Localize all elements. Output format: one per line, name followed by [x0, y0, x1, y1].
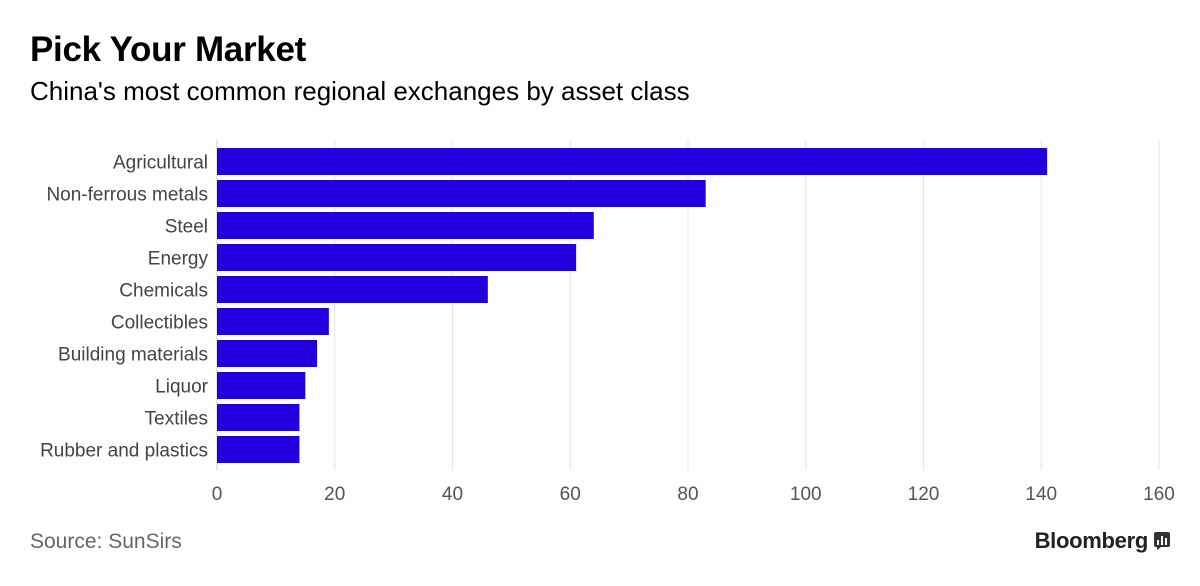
bars — [217, 148, 1048, 463]
bar — [217, 148, 1048, 175]
bar — [217, 212, 594, 239]
category-label: Agricultural — [113, 153, 208, 174]
bloomberg-icon — [1154, 532, 1170, 550]
category-label: Energy — [148, 249, 209, 270]
x-tick-label: 160 — [1143, 484, 1175, 505]
chart-subtitle: China's most common regional exchanges b… — [30, 76, 690, 106]
bar — [217, 244, 577, 271]
category-label: Rubber and plastics — [40, 441, 208, 462]
x-tick-label: 120 — [908, 484, 940, 505]
x-tick-label: 60 — [560, 484, 581, 505]
category-label: Building materials — [58, 345, 208, 366]
category-label: Textiles — [145, 409, 208, 430]
category-label: Chemicals — [119, 281, 208, 302]
x-axis-ticks: 0 20 40 60 80 100 120 140 160 — [212, 484, 1175, 505]
brand-name: Bloomberg — [1034, 528, 1149, 553]
bar — [217, 404, 300, 431]
x-tick-label: 140 — [1025, 484, 1057, 505]
x-tick-label: 80 — [677, 484, 698, 505]
category-label: Steel — [165, 217, 208, 238]
category-label: Non-ferrous metals — [46, 185, 208, 206]
source-note: Source: SunSirs — [30, 530, 182, 553]
category-label: Collectibles — [111, 313, 208, 334]
x-tick-label: 100 — [790, 484, 822, 505]
chart-title: Pick Your Market — [30, 30, 306, 69]
category-labels: Agricultural Non-ferrous metals Steel Energ… — [40, 153, 209, 462]
bar-chart: Agricultural Non-ferrous metals Steel Energ… — [40, 140, 1175, 505]
bar — [217, 276, 488, 303]
bar — [217, 436, 300, 463]
x-tick-label: 40 — [442, 484, 463, 505]
bar — [217, 340, 318, 367]
bar — [217, 180, 706, 207]
x-tick-label: 20 — [324, 484, 345, 505]
bar — [217, 372, 306, 399]
bar — [217, 308, 329, 335]
x-tick-label: 0 — [212, 484, 223, 505]
brand-logo: Bloomberg — [1035, 528, 1170, 554]
category-label: Liquor — [155, 377, 208, 398]
